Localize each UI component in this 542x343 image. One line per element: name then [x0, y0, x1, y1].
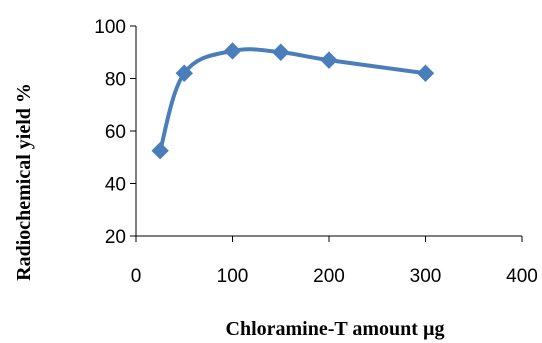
data-point-marker	[151, 141, 169, 160]
data-point-marker	[416, 64, 435, 82]
y-axis-ticks: 20 40 60 80 100	[94, 17, 136, 248]
x-tick-label: 0	[131, 266, 142, 287]
y-tick-label: 80	[105, 70, 126, 91]
y-tick-label: 60	[105, 122, 126, 143]
y-tick-label: 100	[94, 17, 126, 38]
data-point-marker	[175, 64, 193, 82]
data-point-marker	[272, 43, 290, 61]
x-tick-label: 300	[410, 266, 442, 287]
series-line	[158, 47, 428, 153]
series-layer	[151, 42, 435, 160]
y-axis-title: Radiochemical yield %	[13, 83, 35, 281]
plot-area: 20 40 60 80 100 0 100 200 300 400	[94, 17, 538, 287]
x-tick-label: 200	[313, 266, 345, 287]
data-point-marker	[320, 51, 338, 69]
y-tick-label: 40	[105, 175, 126, 196]
x-axis-title: Chloramine-T amount µg	[226, 318, 445, 340]
data-point-marker	[223, 42, 242, 60]
y-tick-label: 20	[105, 227, 126, 248]
x-axis-ticks: 0 100 200 300 400	[131, 236, 538, 287]
x-tick-label: 400	[506, 266, 538, 287]
x-tick-label: 100	[217, 266, 249, 287]
